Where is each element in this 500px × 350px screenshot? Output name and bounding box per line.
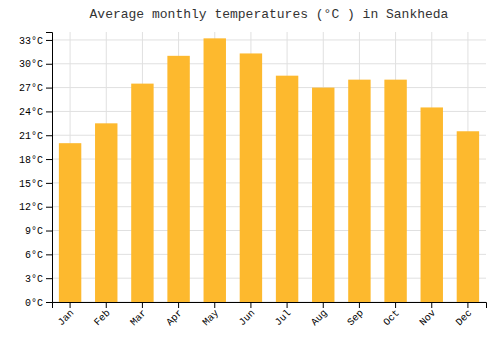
x-tick: Apr	[164, 302, 185, 328]
bar	[131, 84, 153, 302]
y-tick-label: 21°C	[19, 131, 43, 142]
x-tick-mark	[214, 302, 215, 308]
y-tick: 18°C	[19, 155, 52, 166]
y-tick-mark	[46, 231, 52, 232]
x-tick-mark	[142, 302, 143, 308]
bar	[276, 76, 298, 302]
y-tick: 6°C	[25, 250, 52, 261]
bar	[95, 123, 117, 302]
y-tick-label: 3°C	[25, 274, 43, 285]
y-tick: 21°C	[19, 131, 52, 142]
x-tick-mark	[431, 302, 432, 308]
x-tick-label: Nov	[418, 308, 439, 329]
bar	[348, 80, 370, 302]
x-tick: Mar	[128, 302, 149, 328]
x-tick: Oct	[381, 302, 402, 328]
x-tick-mark	[359, 302, 360, 308]
x-tick-label: Sep	[345, 308, 366, 329]
y-tick-label: 27°C	[19, 83, 43, 94]
x-tick-mark	[287, 302, 288, 308]
x-tick: Jul	[273, 302, 294, 328]
x-tick-label: Jun	[237, 308, 258, 329]
x-tick: May	[201, 302, 222, 328]
y-tick: 27°C	[19, 83, 52, 94]
y-tick-mark	[46, 64, 52, 65]
x-tick-mark	[178, 302, 179, 308]
y-tick-mark	[46, 159, 52, 160]
y-tick-mark	[46, 40, 52, 41]
bar	[204, 38, 226, 302]
y-tick-mark	[46, 88, 52, 89]
grid	[52, 32, 486, 302]
x-tick: Jan	[56, 302, 77, 328]
x-tick: Sep	[345, 302, 366, 328]
y-tick-label: 30°C	[19, 59, 43, 70]
x-axis-line	[53, 303, 487, 309]
y-tick-label: 18°C	[19, 155, 43, 166]
x-tick-label: Dec	[454, 308, 475, 329]
x-tick: Jun	[237, 302, 258, 328]
bar	[59, 143, 81, 302]
bar	[240, 53, 262, 302]
y-tick-label: 12°C	[19, 202, 43, 213]
y-tick-label: 9°C	[25, 226, 43, 237]
chart: 0°C 3°C 6°C 9°C 12°C 15°C 18°C 21°C 24°C 27°C 30°C…	[0, 0, 500, 350]
bar	[384, 80, 406, 302]
y-tick: 30°C	[19, 59, 52, 70]
x-tick-mark	[323, 302, 324, 308]
y-grid-line	[52, 39, 486, 40]
bar	[167, 56, 189, 302]
x-tick-mark	[70, 302, 71, 308]
x-tick-label: Feb	[92, 308, 113, 329]
y-tick-label: 24°C	[19, 107, 43, 118]
x-tick-label: Aug	[309, 308, 330, 329]
bar	[312, 88, 334, 302]
y-tick: 24°C	[19, 107, 52, 118]
x-tick-label: Jul	[273, 308, 294, 329]
y-tick: 33°C	[19, 36, 52, 47]
y-tick-mark	[46, 302, 52, 303]
x-axis: Jan Feb Mar Apr May Jun Jul Aug Sep Oct Nov Dec	[53, 302, 487, 328]
x-tick-label: Jan	[56, 308, 77, 329]
x-tick-mark	[467, 302, 468, 308]
y-tick: 0°C	[25, 298, 52, 309]
x-tick: Dec	[454, 302, 475, 328]
y-tick: 12°C	[19, 202, 52, 213]
y-grid-line	[52, 63, 486, 64]
x-tick-label: May	[201, 308, 222, 329]
x-tick: Feb	[92, 302, 113, 328]
y-tick-mark	[46, 183, 52, 184]
y-tick: 15°C	[19, 179, 52, 190]
y-axis-line	[46, 33, 53, 303]
y-grid-line	[52, 87, 486, 88]
y-tick-mark	[46, 135, 52, 136]
y-tick-mark	[46, 254, 52, 255]
x-tick-label: Apr	[164, 308, 185, 329]
y-tick-mark	[46, 207, 52, 208]
y-tick: 9°C	[25, 226, 52, 237]
y-tick-mark	[46, 278, 52, 279]
bar	[457, 131, 479, 302]
x-tick: Nov	[418, 302, 439, 328]
x-tick-mark	[106, 302, 107, 308]
title: Average monthly temperatures (°C ) in Sa…	[90, 7, 449, 22]
x-tick: Aug	[309, 302, 330, 328]
x-tick-mark	[395, 302, 396, 308]
y-tick-label: 6°C	[25, 250, 43, 261]
x-tick-label: Mar	[128, 308, 149, 329]
y-tick-label: 0°C	[25, 298, 43, 309]
x-tick-mark	[250, 302, 251, 308]
y-tick-label: 15°C	[19, 179, 43, 190]
y-tick-mark	[46, 111, 52, 112]
bar	[421, 107, 443, 302]
plot-area	[59, 38, 479, 302]
x-tick-label: Oct	[381, 308, 402, 329]
y-axis: 0°C 3°C 6°C 9°C 12°C 15°C 18°C 21°C 24°C 27°C 30°C…	[19, 33, 53, 309]
y-tick-label: 33°C	[19, 36, 43, 47]
y-tick: 3°C	[25, 274, 52, 285]
